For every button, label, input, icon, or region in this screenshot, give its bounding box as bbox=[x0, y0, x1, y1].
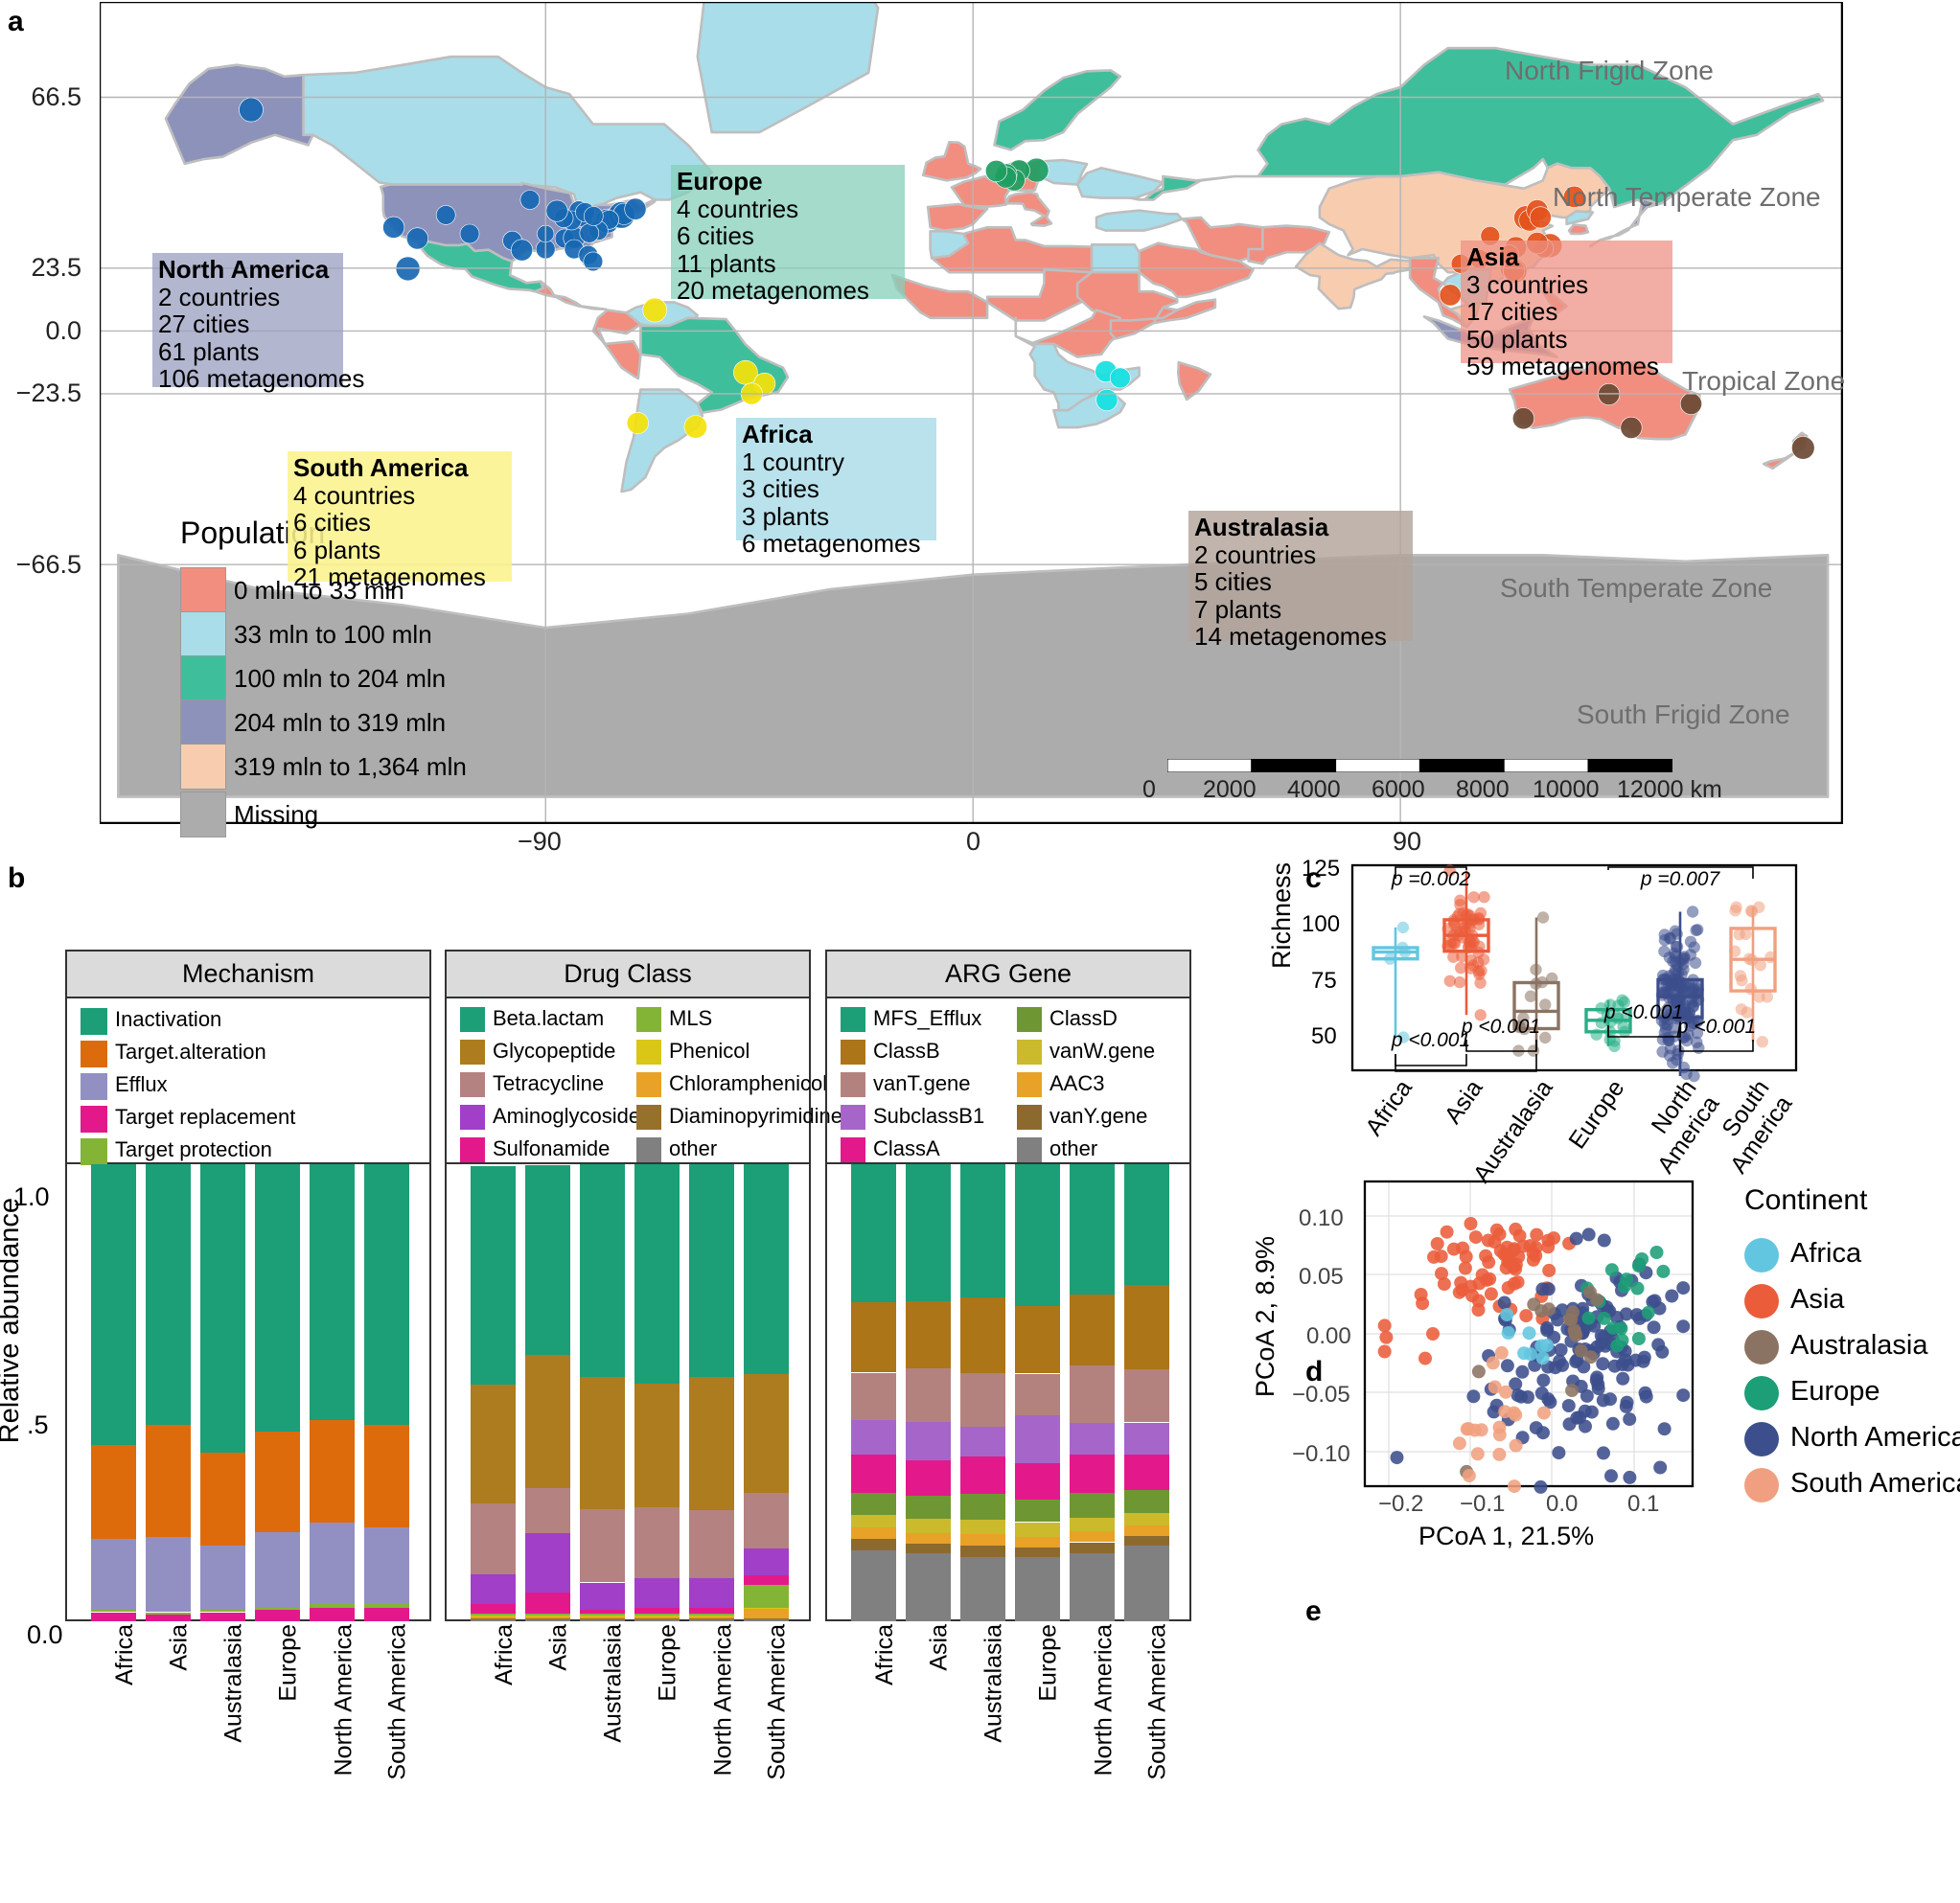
svg-text:p <0.001: p <0.001 bbox=[1391, 1029, 1470, 1051]
svg-text:p <0.001: p <0.001 bbox=[1461, 1016, 1540, 1038]
svg-text:p =0.007: p =0.007 bbox=[1640, 868, 1721, 890]
svg-text:p <0.001: p <0.001 bbox=[1603, 1001, 1683, 1023]
svg-text:p <0.001: p <0.001 bbox=[1676, 1016, 1756, 1038]
svg-text:p =0.002: p =0.002 bbox=[1391, 868, 1471, 890]
